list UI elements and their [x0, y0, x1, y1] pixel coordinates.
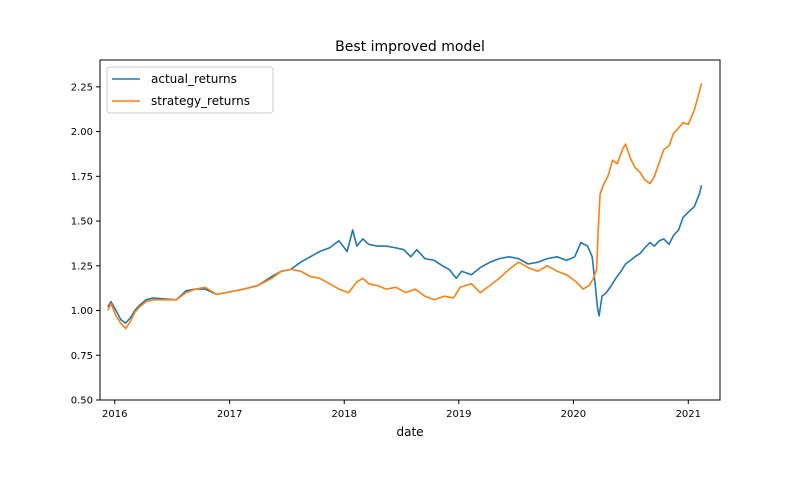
y-tick-label: 2.25: [71, 82, 93, 93]
legend: actual_returns strategy_returns: [106, 66, 274, 114]
legend-label-strategy-returns: strategy_returns: [151, 94, 250, 108]
x-tick-label: 2021: [676, 409, 701, 420]
y-tick-label: 1.25: [71, 261, 93, 272]
y-tick-label: 2.00: [71, 127, 93, 138]
series-lines: [107, 83, 703, 330]
y-axis-ticks: 0.50 0.75 1.00 1.25 1.50 1.75 2.00 2.25: [71, 82, 100, 407]
x-tick-label: 2017: [217, 409, 242, 420]
x-tick-label: 2019: [446, 409, 471, 420]
y-tick-label: 0.75: [71, 351, 93, 362]
axes-frame: [99, 59, 721, 401]
x-tick-label: 2018: [332, 409, 357, 420]
y-tick-label: 1.50: [71, 217, 93, 228]
legend-label-actual-returns: actual_returns: [151, 72, 237, 86]
y-tick-label: 1.75: [71, 172, 93, 183]
x-tick-label: 2016: [102, 409, 127, 420]
legend-box: [106, 66, 274, 114]
x-tick-label: 2020: [561, 409, 586, 420]
y-tick-label: 1.00: [71, 306, 93, 317]
chart-title: Best improved model: [335, 39, 485, 55]
series-line-strategy-returns: [107, 83, 703, 330]
x-axis-ticks: 2016 2017 2018 2019 2020 2021: [102, 400, 701, 420]
x-axis-title: date: [396, 425, 423, 439]
y-tick-label: 0.50: [71, 396, 93, 407]
